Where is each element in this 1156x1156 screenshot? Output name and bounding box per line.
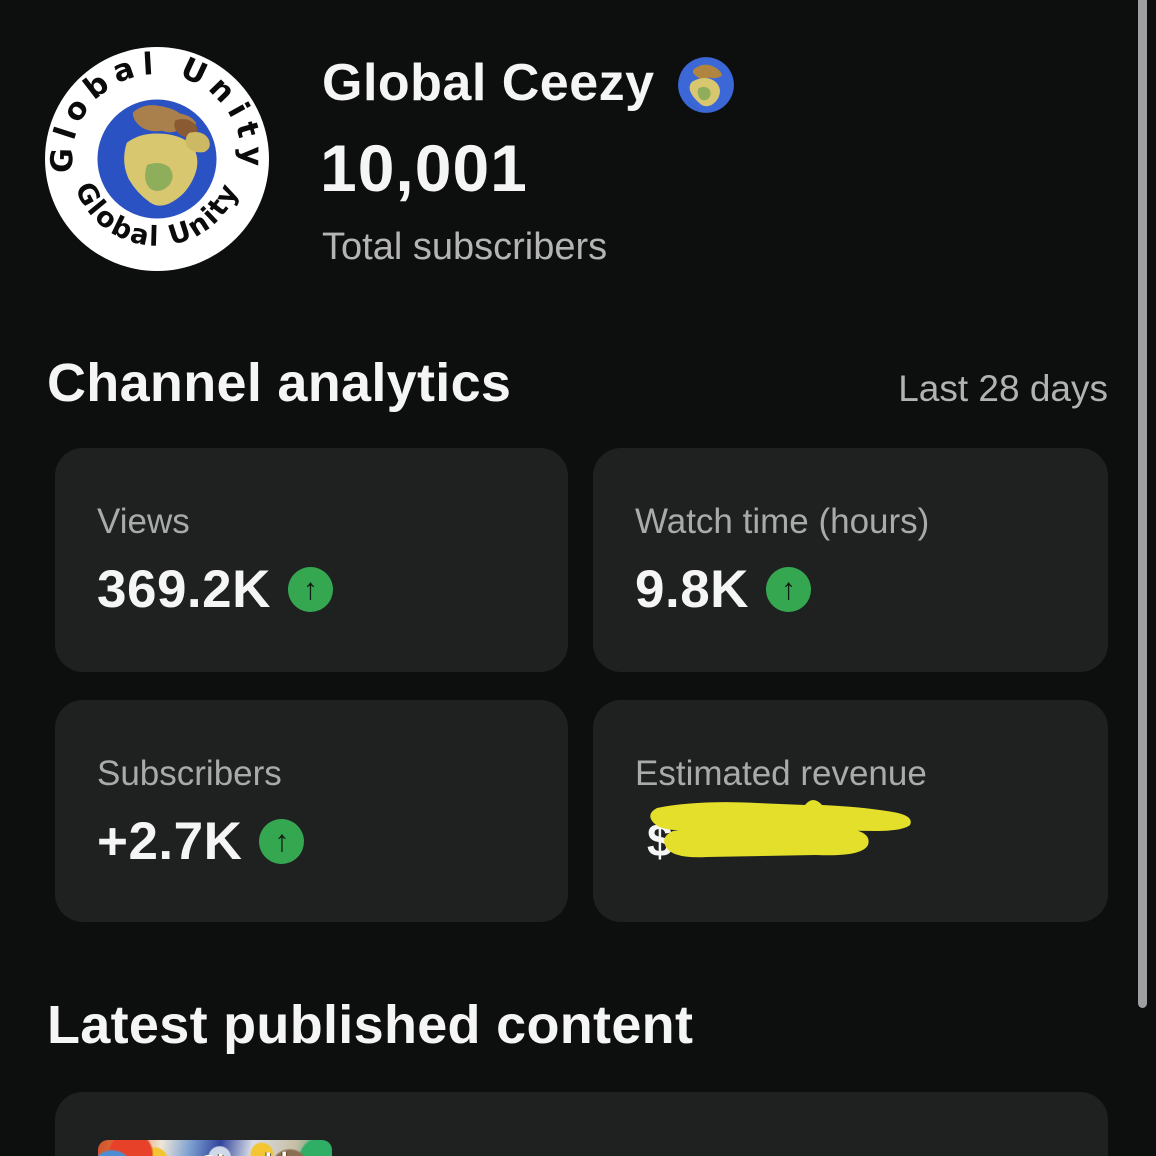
subscribers-label: Subscribers — [97, 754, 282, 793]
watch-time-label: Watch time (hours) — [635, 502, 930, 541]
views-value: 369.2K — [97, 560, 271, 619]
channel-name: Global Ceezy — [322, 52, 735, 114]
video-thumbnail[interactable]: Should — [98, 1140, 332, 1156]
scrollbar-thumb[interactable] — [1138, 0, 1147, 1008]
watch-time-value: 9.8K — [635, 560, 749, 619]
latest-content-title: Latest published content — [47, 995, 694, 1055]
yellow-marker-scribble — [650, 800, 911, 858]
estimated-revenue-label: Estimated revenue — [635, 754, 927, 793]
subscribers-value: +2.7K — [97, 812, 243, 871]
subscribers-card[interactable]: Subscribers +2.7K — [55, 700, 568, 922]
total-subscribers-count: 10,001 — [320, 131, 528, 205]
analytics-cards: Views 369.2K Watch time (hours) 9.8K Sub… — [55, 448, 1108, 922]
latest-content-card[interactable]: Should — [55, 1092, 1108, 1156]
globe-illustration — [97, 99, 217, 219]
views-label: Views — [97, 502, 190, 541]
trend-up-icon — [259, 819, 305, 864]
analytics-period[interactable]: Last 28 days — [898, 368, 1108, 409]
watch-time-card[interactable]: Watch time (hours) 9.8K — [593, 448, 1108, 672]
estimated-revenue-card[interactable]: Estimated revenue $ — [593, 700, 1108, 922]
trend-up-icon — [287, 567, 333, 612]
thumbnail-caption: Should — [199, 1146, 288, 1156]
total-subscribers-label: Total subscribers — [322, 226, 608, 268]
globe-emoji-icon — [677, 57, 734, 113]
channel-avatar[interactable]: Global Unity Global Unity — [44, 46, 270, 272]
channel-name-text: Global Ceezy — [322, 54, 655, 112]
analytics-header: Channel analytics Last 28 days — [47, 352, 1108, 414]
views-card[interactable]: Views 369.2K — [55, 448, 568, 672]
analytics-title: Channel analytics — [47, 353, 512, 413]
redacted-revenue-value: $ — [647, 800, 911, 866]
trend-up-icon — [765, 567, 811, 612]
